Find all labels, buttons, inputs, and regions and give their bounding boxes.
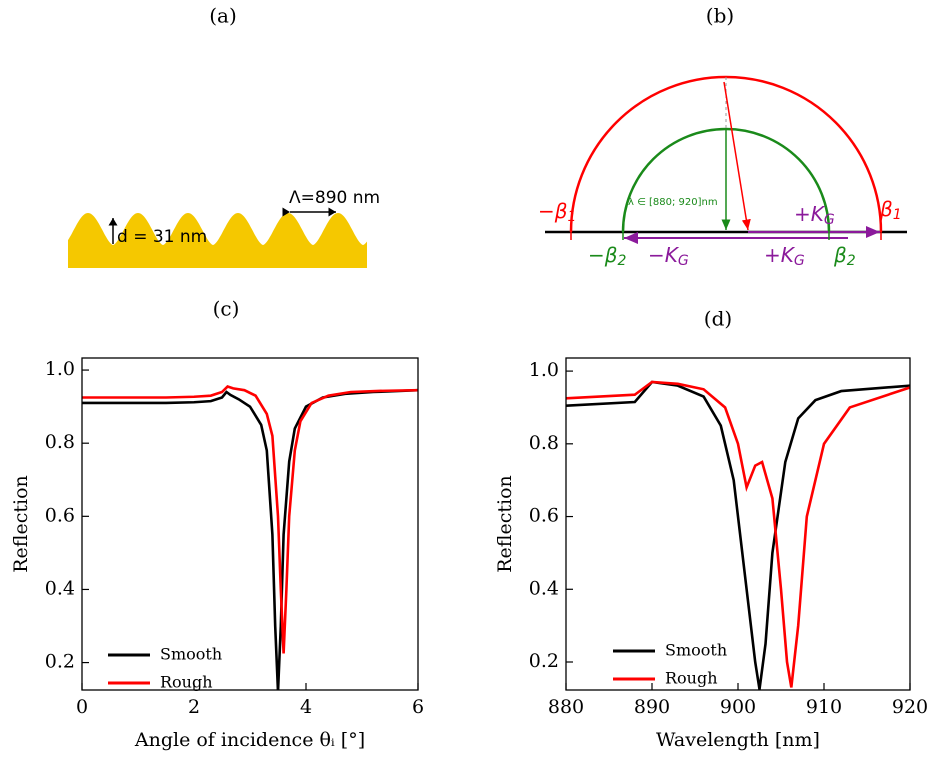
label-sub: 2 [618, 253, 627, 269]
y-tick-label: 0.8 [45, 431, 75, 453]
legend-label: Smooth [160, 645, 222, 664]
y-tick-label: 0.2 [45, 651, 75, 673]
legend-label: Rough [665, 669, 718, 688]
y-tick-label: 0.2 [529, 650, 559, 672]
kg-label: +KG [794, 202, 835, 229]
label-main: β [879, 197, 893, 221]
chart-title: (c) [213, 297, 240, 321]
x-tick-label: 0 [76, 696, 88, 718]
data-line [566, 380, 910, 688]
y-tick-label: 0.4 [45, 577, 75, 599]
wavelength-label: λ ∈ [880; 920]nm [628, 197, 718, 208]
data-line [82, 385, 418, 654]
label-main: β [833, 243, 847, 267]
x-tick-label: 920 [892, 696, 928, 718]
beta-label: β1 [879, 197, 902, 224]
label-main: −K [648, 243, 680, 267]
label-sub: G [824, 212, 835, 228]
red-arrow [723, 81, 751, 231]
y-axis-label: Reflection [10, 475, 32, 573]
label-sub: 2 [847, 253, 856, 269]
label-sub: G [678, 253, 689, 269]
x-tick-label: 4 [300, 696, 312, 718]
y-tick-label: 1.0 [45, 358, 75, 380]
panel-label: (b) [706, 4, 734, 28]
label-main: −β [588, 243, 618, 267]
depth-label: d = 31 nm [117, 227, 207, 247]
x-tick-label: 910 [806, 696, 842, 718]
label-sub: 1 [568, 209, 577, 225]
chart-title: (d) [704, 307, 732, 331]
y-tick-label: 0.6 [529, 505, 559, 527]
kg-label: +KG [764, 243, 805, 270]
label-sub: G [794, 253, 805, 269]
kg-label: −KG [648, 243, 689, 270]
data-line [82, 388, 418, 690]
beta-label: −β2 [588, 243, 627, 270]
x-tick-label: 900 [720, 696, 756, 718]
y-tick-label: 0.6 [45, 504, 75, 526]
label-main: −β [538, 199, 568, 223]
data-line [566, 380, 910, 690]
period-label: Λ=890 nm [289, 188, 380, 208]
panel-label: (a) [209, 4, 237, 28]
x-tick-label: 6 [412, 696, 424, 718]
x-tick-label: 2 [188, 696, 200, 718]
x-tick-label: 890 [634, 696, 670, 718]
label-sub: 1 [893, 207, 902, 223]
y-tick-label: 1.0 [529, 359, 559, 381]
x-axis-label: Wavelength [nm] [656, 729, 820, 751]
label-main: +K [764, 243, 796, 267]
grating-profile [68, 213, 367, 268]
label-main: +K [794, 202, 826, 226]
beta-label: β2 [833, 243, 856, 270]
x-axis-label: Angle of incidence θᵢ [°] [134, 729, 365, 751]
y-tick-label: 0.8 [529, 432, 559, 454]
plot-frame [81, 357, 419, 691]
x-tick-label: 880 [548, 696, 584, 718]
legend-label: Smooth [665, 641, 727, 660]
legend-label: Rough [160, 673, 213, 692]
beta-label: −β1 [538, 199, 576, 226]
y-tick-label: 0.4 [529, 577, 559, 599]
y-axis-label: Reflection [494, 475, 516, 573]
